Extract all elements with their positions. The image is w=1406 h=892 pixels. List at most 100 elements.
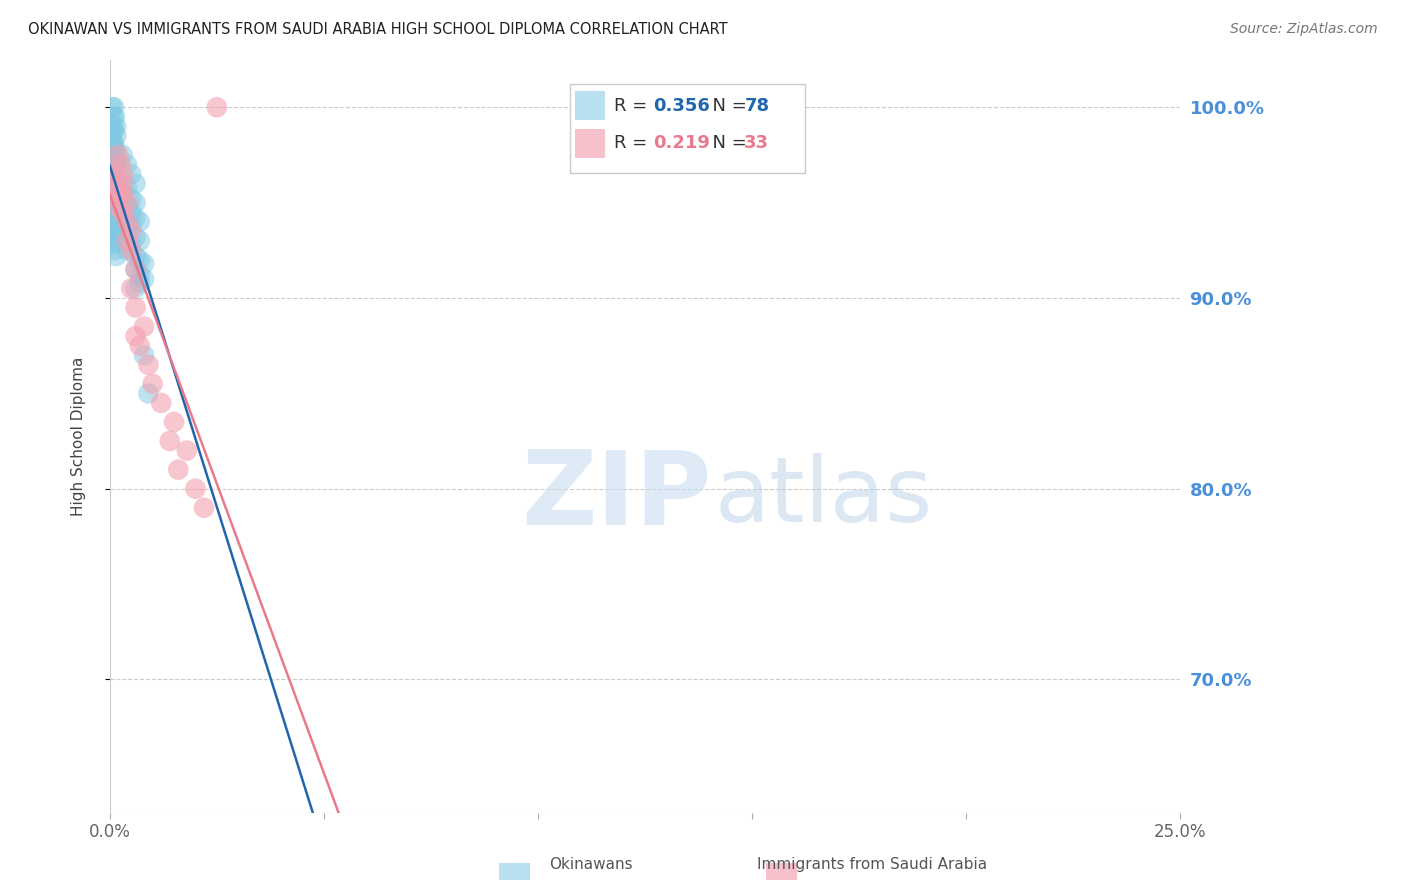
- Text: 33: 33: [744, 134, 769, 153]
- Text: N =: N =: [702, 96, 754, 114]
- Point: [103, 195, 125, 210]
- Text: atlas: atlas: [714, 452, 932, 541]
- Point: [104, 211, 127, 225]
- Point: [132, 348, 155, 362]
- Point: [124, 177, 146, 191]
- Point: [115, 244, 138, 258]
- Point: [103, 219, 125, 233]
- Point: [103, 180, 125, 194]
- Text: R =: R =: [614, 96, 652, 114]
- Point: [111, 186, 134, 200]
- Point: [150, 396, 173, 410]
- FancyBboxPatch shape: [569, 84, 806, 172]
- Point: [101, 100, 124, 114]
- Point: [103, 110, 125, 124]
- Point: [120, 219, 142, 233]
- Point: [128, 215, 150, 229]
- Text: Okinawans: Okinawans: [548, 857, 633, 872]
- Point: [128, 252, 150, 267]
- Point: [111, 205, 134, 219]
- Point: [103, 230, 125, 244]
- Text: Source: ZipAtlas.com: Source: ZipAtlas.com: [1230, 22, 1378, 37]
- Point: [120, 167, 142, 181]
- Text: 0.356: 0.356: [654, 96, 710, 114]
- Point: [101, 142, 124, 156]
- Point: [128, 234, 150, 248]
- Point: [138, 358, 160, 372]
- Point: [104, 110, 127, 124]
- Point: [103, 205, 125, 219]
- Point: [128, 276, 150, 290]
- Point: [115, 215, 138, 229]
- Point: [104, 142, 127, 156]
- Point: [101, 128, 124, 143]
- Point: [110, 157, 132, 171]
- Point: [103, 153, 125, 168]
- Point: [104, 157, 127, 171]
- Point: [103, 120, 125, 134]
- Point: [103, 100, 125, 114]
- Point: [124, 301, 146, 315]
- Point: [193, 500, 215, 515]
- Point: [120, 205, 142, 219]
- Point: [105, 203, 128, 218]
- Point: [105, 249, 128, 263]
- Point: [101, 173, 124, 187]
- Point: [111, 167, 134, 181]
- Point: [101, 184, 124, 198]
- Text: OKINAWAN VS IMMIGRANTS FROM SAUDI ARABIA HIGH SCHOOL DIPLOMA CORRELATION CHART: OKINAWAN VS IMMIGRANTS FROM SAUDI ARABIA…: [28, 22, 728, 37]
- Point: [105, 215, 128, 229]
- Point: [101, 237, 124, 252]
- Point: [103, 180, 125, 194]
- Point: [105, 128, 128, 143]
- Text: Immigrants from Saudi Arabia: Immigrants from Saudi Arabia: [756, 857, 987, 872]
- Point: [128, 268, 150, 282]
- Point: [104, 170, 127, 185]
- Point: [124, 249, 146, 263]
- Point: [111, 148, 134, 162]
- Text: R =: R =: [614, 134, 652, 153]
- Point: [115, 157, 138, 171]
- Text: N =: N =: [702, 134, 754, 153]
- Point: [104, 244, 127, 258]
- Point: [124, 211, 146, 225]
- Point: [103, 148, 125, 162]
- Point: [104, 199, 127, 213]
- Point: [132, 272, 155, 286]
- Point: [124, 262, 146, 277]
- Point: [105, 190, 128, 204]
- Point: [103, 234, 125, 248]
- Point: [103, 167, 125, 181]
- Point: [128, 339, 150, 353]
- Point: [124, 281, 146, 295]
- Point: [120, 192, 142, 206]
- Text: 78: 78: [744, 96, 769, 114]
- Point: [103, 167, 125, 181]
- Point: [101, 202, 124, 216]
- Point: [111, 177, 134, 191]
- Point: [101, 209, 124, 223]
- Point: [124, 195, 146, 210]
- Point: [105, 177, 128, 191]
- Point: [184, 482, 207, 496]
- Point: [124, 329, 146, 343]
- Point: [205, 100, 228, 114]
- Point: [120, 237, 142, 252]
- Point: [124, 262, 146, 277]
- Point: [104, 186, 127, 200]
- Point: [120, 224, 142, 238]
- Point: [159, 434, 181, 448]
- Point: [103, 123, 125, 137]
- Point: [103, 220, 125, 235]
- Point: [111, 186, 134, 200]
- Point: [101, 224, 124, 238]
- Point: [132, 319, 155, 334]
- Point: [103, 153, 125, 168]
- Point: [103, 138, 125, 153]
- Point: [115, 224, 138, 238]
- Bar: [575, 129, 605, 158]
- Point: [142, 376, 165, 391]
- Point: [105, 226, 128, 240]
- Point: [103, 135, 125, 149]
- Text: 0.219: 0.219: [654, 134, 710, 153]
